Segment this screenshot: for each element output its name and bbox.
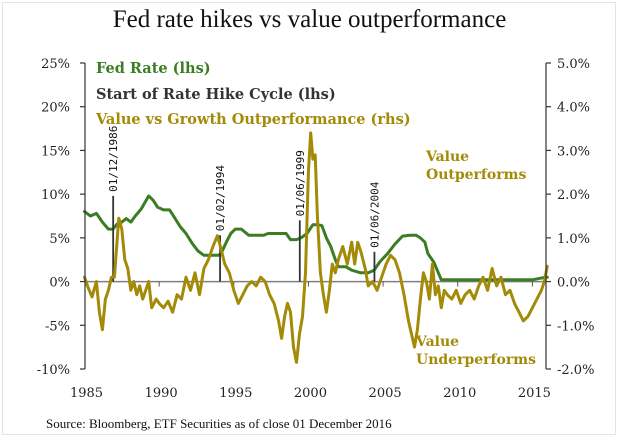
right-axis-tick-label: 5.0% [557,57,590,72]
right-axis-tick-label: 1.0% [557,232,590,247]
fed-rate-series [83,194,549,282]
annotation-value-underperforms-line1: Value [415,334,459,350]
left-axis-tick-label: 15% [41,144,70,159]
source-note: Source: Bloomberg, ETF Securities as of … [46,416,392,431]
x-tick-label: 2010 [443,386,476,401]
annotation-value-outperforms-line1: Value [425,149,469,165]
left-axis-tick-label: 0% [49,276,70,291]
hike-cycle-date-label: 01/02/1994 [214,165,227,232]
left-axis-tick-label: 10% [41,188,70,203]
annotation-value-underperforms-line2: Underperforms [416,352,536,368]
legend-value-vs-growth: Value vs Growth Outperformance (rhs) [95,111,411,128]
hike-cycle-markers: 01/12/1986 01/02/1994 01/06/1999 01/06/2004 [107,126,381,282]
fed-rate-line [83,194,549,282]
value-vs-growth-line [83,131,549,364]
x-tick-label: 2015 [518,386,551,401]
left-axis-tick-label: 5% [49,232,70,247]
hike-cycle-date-label: 01/12/1986 [107,126,120,192]
legend-hike-cycle: Start of Rate Hike Cycle (lhs) [96,86,336,103]
legend-fed-rate: Fed Rate (lhs) [96,60,211,77]
x-tick-label: 1990 [145,386,178,401]
left-axis-tick-label: -10% [37,363,70,378]
right-axis-tick-label: 2.0% [557,188,590,203]
right-axis-tick-label: -2.0% [557,363,594,378]
right-axis-tick-label: -1.0% [557,319,594,334]
left-axis-tick-label: -5% [45,319,70,334]
right-axis-tick-label: 0.0% [557,276,590,291]
axes: 1985 1990 1995 2000 2005 2010 2015 -10% -5% 0% 5% 1… [37,57,595,401]
hike-cycle-date-label: 01/06/2004 [368,181,381,248]
value-series [83,131,549,364]
chart-title: Fed rate hikes vs value outperformance [112,6,507,33]
x-tick-label: 1995 [219,386,252,401]
x-tick-label: 1985 [70,386,103,401]
x-tick-label: 2005 [369,386,402,401]
left-axis-tick-label: 25% [41,57,70,72]
right-axis-tick-label: 4.0% [557,101,590,116]
left-axis-tick-label: 20% [41,101,70,116]
annotations: Value Outperforms Value Underperforms [415,149,536,368]
x-tick-label: 2000 [294,386,327,401]
hike-cycle-date-label: 01/06/1999 [294,150,307,216]
right-axis-tick-label: 3.0% [557,144,590,159]
annotation-value-outperforms-line2: Outperforms [426,167,526,183]
legend: Fed Rate (lhs) Start of Rate Hike Cycle … [95,60,411,128]
plot-area [85,280,546,287]
